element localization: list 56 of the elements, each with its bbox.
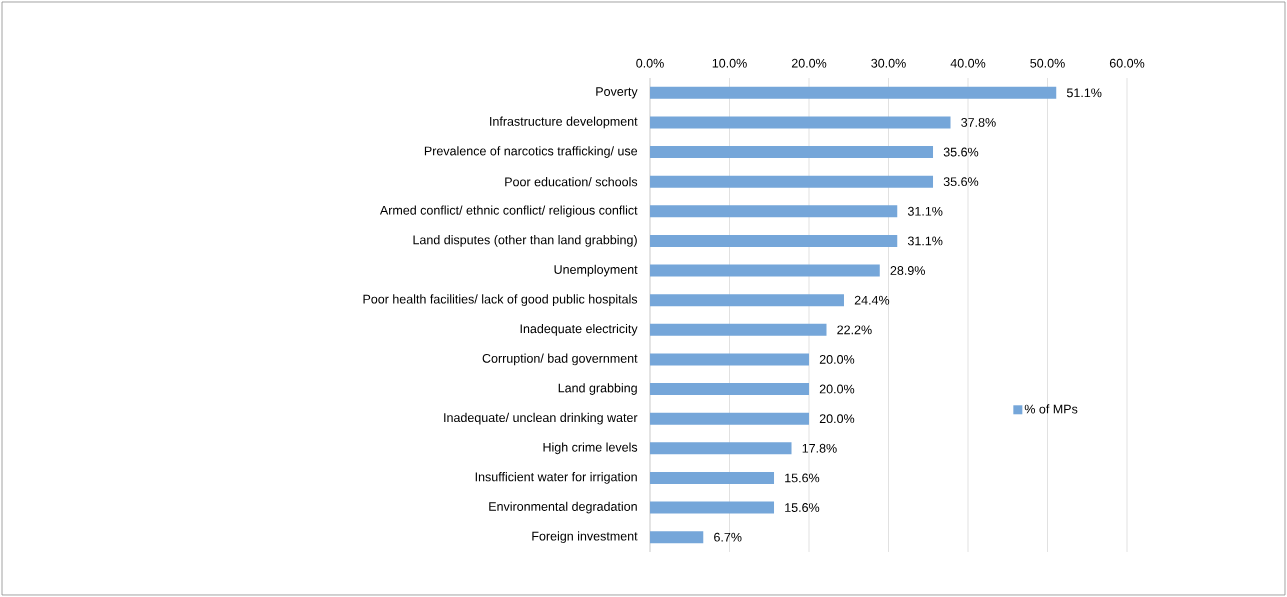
y-tick-label: Armed conflict/ ethnic conflict/ religious conflict	[379, 205, 638, 218]
bar	[650, 353, 810, 366]
data-label: 28.9%	[890, 266, 925, 275]
data-label: 37.8%	[961, 118, 996, 127]
x-tick-label: 0.0%	[636, 58, 664, 68]
bar	[650, 442, 792, 455]
bar	[650, 146, 934, 159]
data-label: 35.6%	[943, 177, 979, 187]
y-tick-label: Land disputes (other than land grabbing)	[413, 235, 637, 247]
x-tick-label: 30.0%	[871, 58, 906, 68]
bar	[650, 501, 775, 514]
data-label: 22.2%	[837, 325, 872, 335]
x-tick-label: 60.0%	[1109, 58, 1145, 68]
data-label: 51.1%	[1066, 88, 1102, 98]
data-label: 20.0%	[819, 355, 855, 364]
y-tick-label: Land grabbing	[558, 383, 637, 395]
y-tick-label: Poverty	[596, 87, 638, 99]
y-tick-label: Unemployment	[554, 264, 638, 277]
bar	[650, 175, 934, 188]
data-label: 20.0%	[819, 414, 855, 424]
x-tick-label: 40.0%	[950, 58, 986, 68]
bar	[650, 531, 704, 544]
y-tick-label: Prevalence of narcotics trafficking/ use	[424, 146, 638, 158]
bar	[650, 383, 810, 396]
y-tick-label: Infrastructure development	[490, 116, 638, 129]
bar	[650, 471, 775, 484]
y-tick-label: Inadequate/ unclean drinking water	[444, 412, 638, 425]
data-label: 31.1%	[907, 236, 943, 246]
bar	[650, 205, 898, 218]
data-label: 20.0%	[819, 384, 855, 394]
bar	[650, 116, 951, 129]
y-tick-label: Poor education/ schools	[505, 177, 638, 187]
y-tick-label: Inadequate electricity	[520, 323, 638, 336]
bar	[650, 412, 810, 425]
bar	[650, 323, 827, 336]
y-tick-label: High crime levels	[543, 442, 638, 455]
data-label: 15.6%	[785, 503, 820, 512]
y-tick-label: Corruption/ bad government	[482, 353, 638, 366]
data-label: 17.8%	[802, 443, 837, 453]
data-label: 35.6%	[943, 147, 979, 157]
data-label: 15.6%	[785, 473, 820, 483]
legend-label: % of MPs	[1024, 404, 1078, 414]
y-tick-label: Foreign investment	[532, 531, 638, 543]
bar	[650, 264, 880, 277]
x-tick-label: 20.0%	[791, 58, 827, 68]
x-tick-label: 50.0%	[1030, 58, 1065, 68]
data-label: 6.7%	[714, 532, 742, 542]
y-tick-label: Poor health facilities/ lack of good public hospitals	[363, 294, 638, 306]
bar	[650, 234, 898, 247]
data-label: 24.4%	[854, 295, 890, 305]
y-tick-label: Environmental degradation	[489, 501, 637, 514]
bar	[650, 294, 844, 307]
x-tick-label: 10.0%	[712, 58, 747, 68]
data-label: 31.1%	[907, 206, 943, 216]
y-tick-label: Insufficient water for irrigation	[475, 472, 637, 484]
bar	[650, 86, 1057, 99]
